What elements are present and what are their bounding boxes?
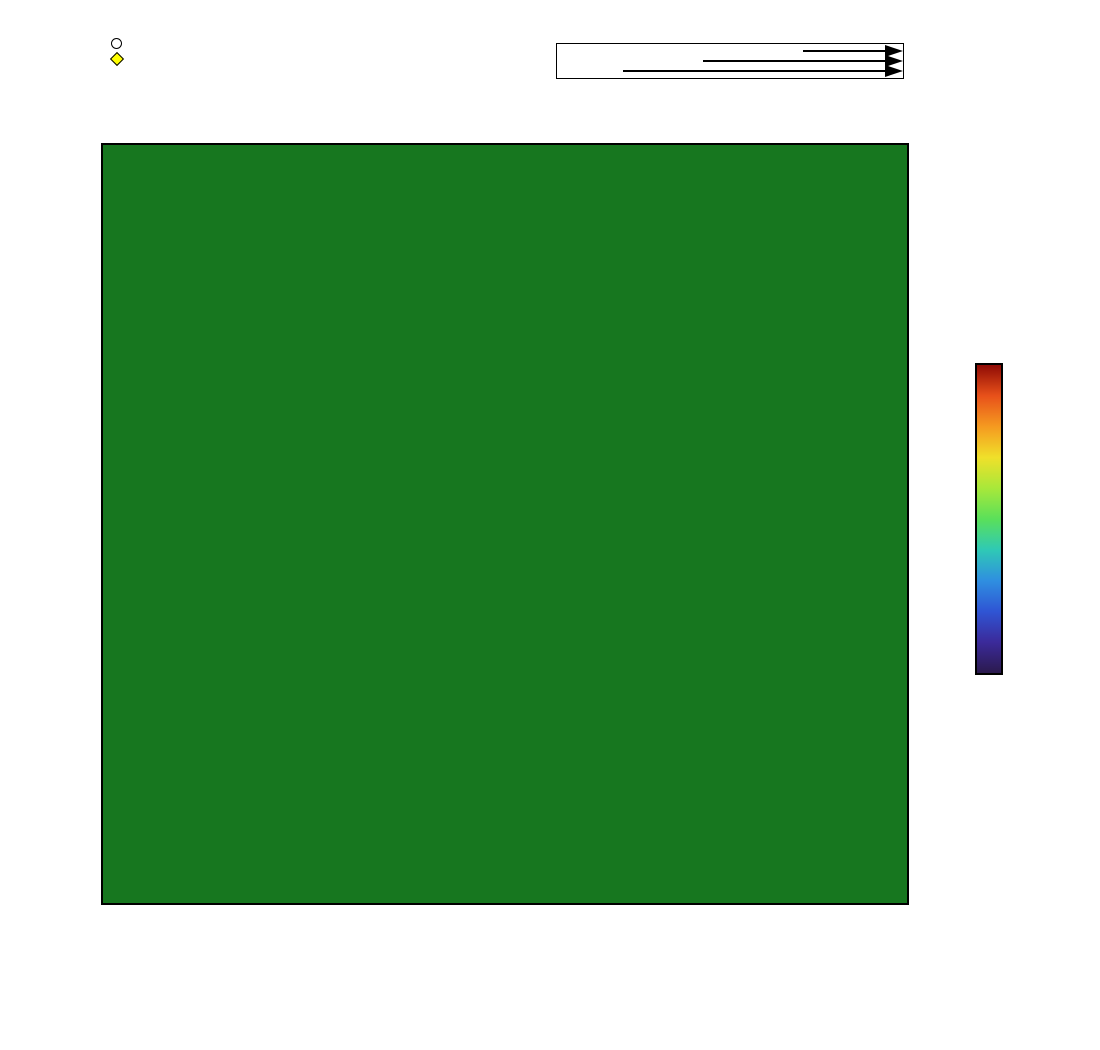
legend-item-ndbc bbox=[109, 51, 127, 67]
vector-arrow-shaft-1 bbox=[803, 50, 885, 52]
yellow-diamond-marker-icon bbox=[109, 51, 127, 67]
station-legend bbox=[109, 37, 127, 67]
vector-scale-legend bbox=[556, 43, 904, 79]
vector-arrow-head-3 bbox=[885, 64, 903, 77]
legend-item-usm bbox=[110, 37, 127, 52]
colorbar-gradient bbox=[975, 363, 1003, 675]
vector-arrow-shaft-3 bbox=[623, 70, 885, 72]
vector-arrow-shaft-2 bbox=[703, 60, 885, 62]
vector-scale-row-1 bbox=[557, 44, 903, 57]
white-circle-marker-icon bbox=[110, 37, 127, 52]
map-plot-area[interactable] bbox=[101, 143, 909, 905]
vector-arrow-head-2 bbox=[885, 54, 903, 67]
vector-scale-row-2 bbox=[557, 54, 903, 67]
vector-arrow-head-1 bbox=[885, 44, 903, 57]
current-speed-field[interactable] bbox=[103, 145, 907, 903]
vector-scale-row-3 bbox=[557, 64, 903, 77]
